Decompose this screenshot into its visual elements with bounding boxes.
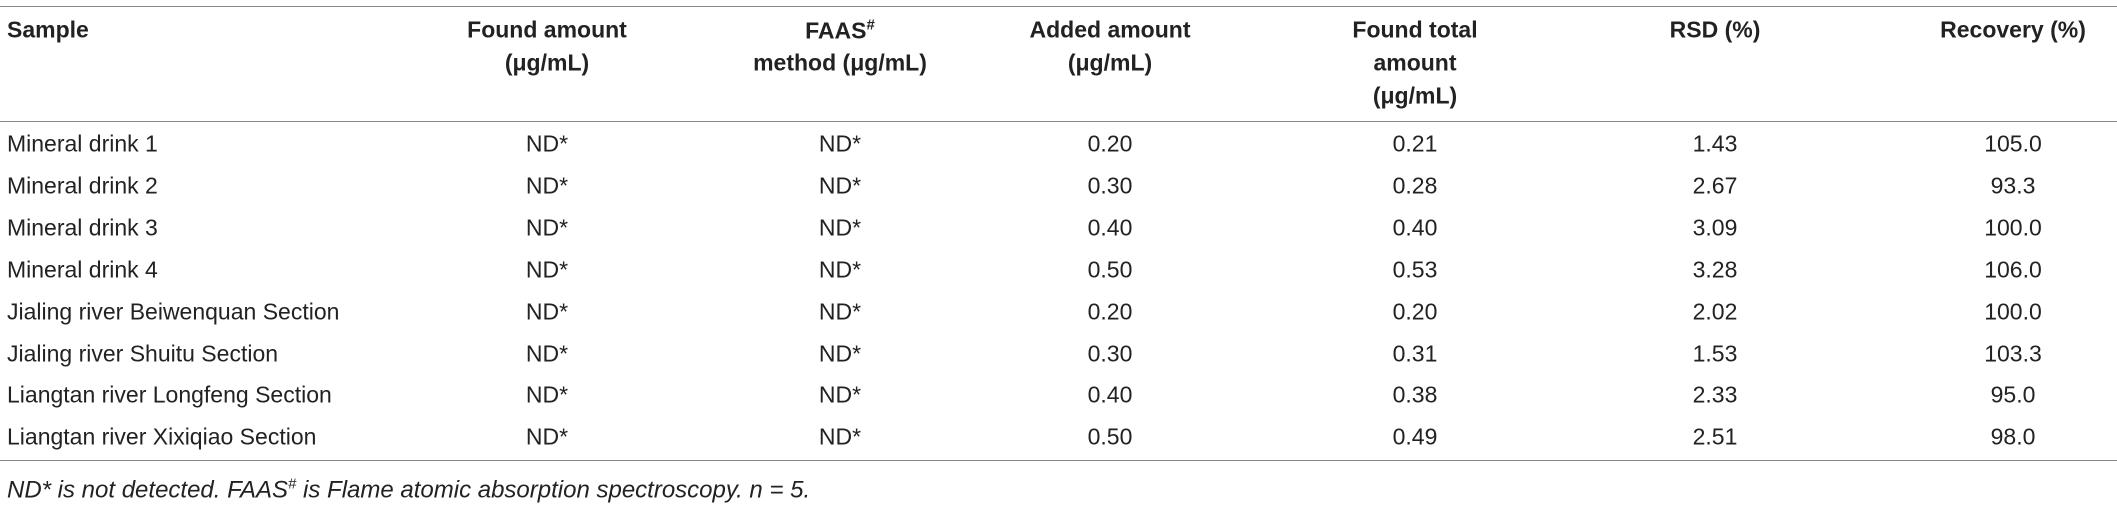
table-cell: Mineral drink 4 bbox=[7, 256, 158, 283]
table-cell: 93.3 bbox=[1990, 172, 2036, 199]
table-cell: 0.31 bbox=[1392, 340, 1438, 366]
table-cell: 0.53 bbox=[1392, 256, 1438, 283]
header-cell: RSD (%) bbox=[1669, 16, 1761, 43]
table-cell: 3.28 bbox=[1692, 256, 1738, 283]
table-cell: 0.49 bbox=[1392, 423, 1438, 450]
table-cell: ND* bbox=[525, 256, 569, 283]
header-cell: Sample bbox=[7, 16, 89, 43]
table-cell: Jialing river Shuitu Section bbox=[7, 340, 279, 366]
header-cell: (μg/mL) bbox=[504, 49, 590, 76]
header-cell: Recovery (%) bbox=[1940, 16, 2086, 43]
table-cell: ND* bbox=[818, 298, 862, 325]
table-cell: 0.20 bbox=[1087, 130, 1133, 157]
table-cell: 1.43 bbox=[1692, 130, 1738, 157]
table-cell: ND* bbox=[818, 256, 862, 283]
top-rule bbox=[0, 6, 2117, 7]
table-cell: 1.53 bbox=[1692, 340, 1738, 366]
header-sup: # bbox=[866, 16, 875, 34]
table-cell: 100.0 bbox=[1984, 298, 2042, 325]
table-cell: ND* bbox=[525, 340, 569, 366]
table-cell: 0.40 bbox=[1392, 214, 1438, 241]
table-cell: ND* bbox=[818, 340, 862, 366]
footnote-sup: # bbox=[288, 475, 297, 493]
table-cell: ND* bbox=[818, 130, 862, 157]
table-cell: 100.0 bbox=[1984, 214, 2042, 241]
table-cell: ND* bbox=[818, 423, 862, 450]
table-cell: 0.21 bbox=[1392, 130, 1438, 157]
table-cell: Jialing river Beiwenquan Section bbox=[7, 298, 340, 325]
table-cell: ND* bbox=[525, 214, 569, 241]
table-cell: ND* bbox=[525, 298, 569, 325]
table-cell: 2.67 bbox=[1692, 172, 1738, 199]
header-cell: (μg/mL) bbox=[1372, 82, 1458, 109]
table-cell: 0.20 bbox=[1392, 298, 1438, 325]
header-cell: Added amount bbox=[1029, 16, 1191, 43]
header-cell: FAAS# bbox=[805, 16, 875, 44]
header-cell: (μg/mL) bbox=[1067, 49, 1153, 76]
header-cell: method (μg/mL) bbox=[753, 49, 927, 76]
footnote-text: is Flame atomic absorption spectroscopy.… bbox=[296, 476, 811, 504]
table-cell: Mineral drink 3 bbox=[7, 214, 158, 241]
table-cell: Mineral drink 2 bbox=[7, 172, 158, 199]
table-cell: Mineral drink 1 bbox=[7, 130, 158, 157]
table-cell: Liangtan river Xixiqiao Section bbox=[7, 423, 317, 450]
table-cell: ND* bbox=[818, 172, 862, 199]
table-cell: Liangtan river Longfeng Section bbox=[7, 381, 332, 408]
table-cell: 98.0 bbox=[1990, 423, 2036, 450]
table-cell: 105.0 bbox=[1984, 130, 2042, 157]
table-cell: 0.40 bbox=[1087, 214, 1133, 241]
header-cell: Found total bbox=[1352, 16, 1478, 43]
table-cell: ND* bbox=[818, 214, 862, 241]
table-cell: 0.40 bbox=[1087, 381, 1133, 408]
bottom-rule bbox=[0, 460, 2117, 461]
table-cell: 2.02 bbox=[1692, 298, 1738, 325]
header-cell: Found amount bbox=[467, 16, 627, 43]
table-cell: 0.50 bbox=[1087, 423, 1133, 450]
table-cell: 2.51 bbox=[1692, 423, 1738, 450]
table-cell: ND* bbox=[525, 381, 569, 408]
table-cell: 0.30 bbox=[1087, 172, 1133, 199]
table-cell: 106.0 bbox=[1984, 256, 2042, 283]
table-cell: 0.20 bbox=[1087, 298, 1133, 325]
table-cell: ND* bbox=[818, 381, 862, 408]
header-cell: amount bbox=[1373, 49, 1457, 76]
table-cell: ND* bbox=[525, 423, 569, 450]
table-cell: 103.3 bbox=[1984, 340, 2042, 366]
header-rule bbox=[0, 121, 2117, 122]
table-cell: 3.09 bbox=[1692, 214, 1738, 241]
table-cell: 0.28 bbox=[1392, 172, 1438, 199]
table-cell: 0.38 bbox=[1392, 381, 1438, 408]
table-cell: ND* bbox=[525, 172, 569, 199]
table-cell: 95.0 bbox=[1990, 381, 2036, 408]
table-cell: 0.30 bbox=[1087, 340, 1133, 366]
table-cell: ND* bbox=[525, 130, 569, 157]
table-cell: 2.33 bbox=[1692, 381, 1738, 408]
table-cell: 0.50 bbox=[1087, 256, 1133, 283]
footnote-text: ND* is not detected. FAAS bbox=[7, 476, 289, 504]
footnote: ND* is not detected. FAAS# is Flame atom… bbox=[7, 476, 810, 505]
